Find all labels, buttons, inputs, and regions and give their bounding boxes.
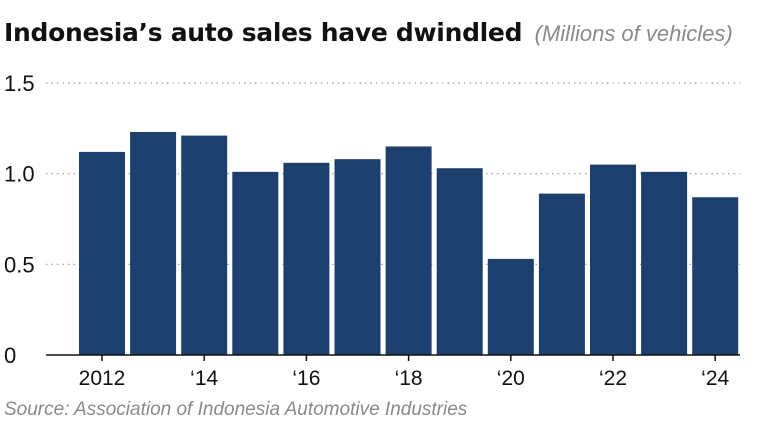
bar-2015 xyxy=(232,171,279,355)
bar-2012 xyxy=(79,151,125,355)
y-tick-label: 1.0 xyxy=(4,162,35,187)
bars xyxy=(79,131,739,355)
x-tick-label: ‘20 xyxy=(497,367,525,390)
chart-subtitle: (Millions of vehicles) xyxy=(534,21,733,46)
x-tick-label: ‘22 xyxy=(599,367,627,390)
bar-2024 xyxy=(692,197,739,355)
bar-2023 xyxy=(641,171,688,355)
bar-2016 xyxy=(283,162,330,355)
tick-labels: 0 0.5 1.0 1.5 2012 ‘14 ‘16 ‘18 ‘20 ‘22 ‘24 xyxy=(4,71,730,390)
x-tick-label: ‘14 xyxy=(190,367,218,390)
bar-2020 xyxy=(487,258,534,355)
bar-2022 xyxy=(590,164,636,355)
bar-2021 xyxy=(538,193,585,355)
bar-2017 xyxy=(334,159,381,355)
bar-2013 xyxy=(130,131,177,355)
x-tick-label: 2012 xyxy=(79,367,126,390)
x-tick-label: ‘24 xyxy=(701,367,729,390)
x-tick-label: ‘16 xyxy=(292,367,320,390)
source-note: Source: Association of Indonesia Automot… xyxy=(4,399,468,420)
bar-2014 xyxy=(181,135,228,355)
bar-2019 xyxy=(436,168,483,355)
y-tick-label: 0.5 xyxy=(4,252,35,277)
x-tick-label: ‘18 xyxy=(395,367,423,390)
y-tick-label: 1.5 xyxy=(4,71,35,96)
title-row: Indonesia’s auto sales have dwindled (Mi… xyxy=(4,18,733,47)
bar-2018 xyxy=(385,146,432,355)
y-tick-label: 0 xyxy=(4,343,16,368)
chart-title: Indonesia’s auto sales have dwindled xyxy=(4,18,523,47)
axes xyxy=(46,354,740,361)
